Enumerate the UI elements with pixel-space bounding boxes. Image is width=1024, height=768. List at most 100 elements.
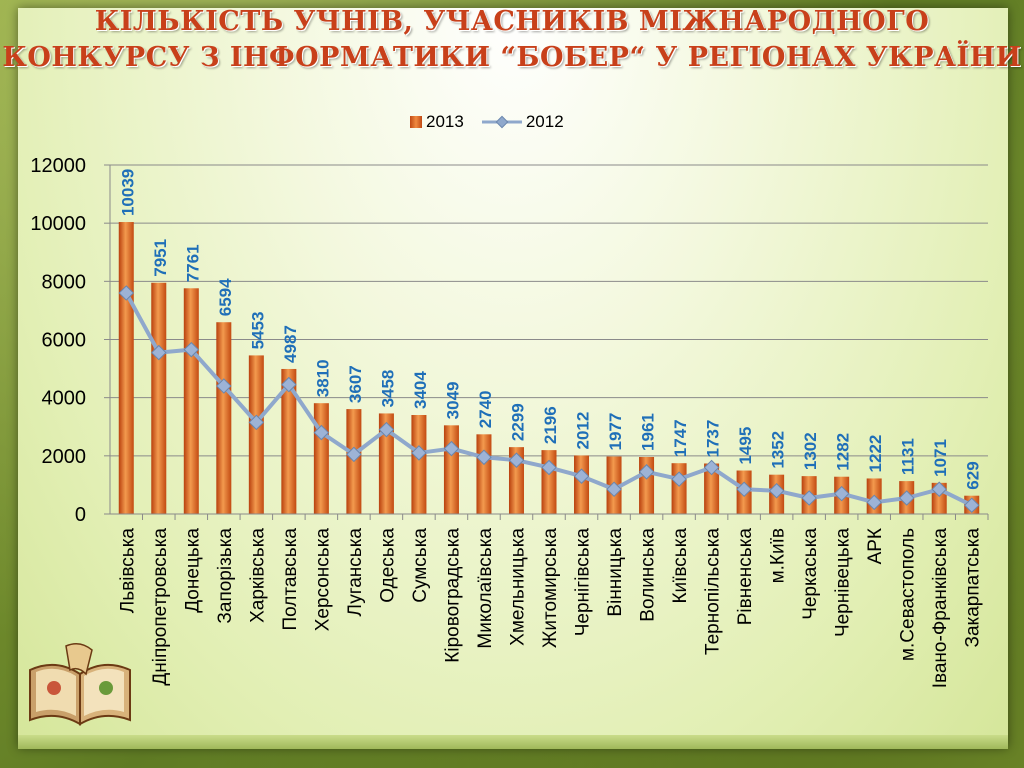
bar-value-label: 3049	[443, 381, 462, 419]
x-category-label: Хмельницька	[507, 528, 528, 646]
bar-2013	[151, 282, 167, 514]
x-category-label: АРК	[865, 528, 886, 564]
title-line-1: Кількість учнів, учасників міжнародного	[94, 6, 930, 37]
bar-value-label: 7951	[151, 239, 170, 277]
x-category-label: Львівська	[117, 528, 138, 614]
legend-label-2013: 2013	[426, 112, 464, 131]
legend-line-swatch	[481, 115, 522, 129]
x-category-label: Миколаївська	[475, 528, 496, 649]
line-2012-point	[476, 449, 492, 466]
line-2012-point	[541, 459, 557, 476]
x-category-label: Житомирська	[540, 528, 561, 649]
bar-value-label: 2012	[574, 412, 593, 450]
x-category-label: Херсонська	[312, 528, 333, 632]
bottom-bar	[18, 735, 1008, 749]
line-2012-point	[898, 490, 915, 506]
line-2012-point	[833, 485, 850, 502]
x-axis: Львівська Дніпропетровська Донецька Запоріз…	[110, 513, 989, 688]
x-category-label: Дніпропетровська	[150, 528, 171, 686]
x-category-label: Волинська	[638, 528, 659, 622]
bar-2013	[118, 222, 134, 514]
bar-2013	[281, 368, 297, 514]
x-category-label: Кіровоградська	[442, 528, 463, 663]
line-2012-point	[281, 376, 297, 393]
y-tick-label: 12000	[30, 155, 86, 177]
x-category-label: Харківська	[247, 528, 268, 623]
y-tick-label: 6000	[42, 330, 87, 352]
bar-value-label: 5453	[248, 312, 267, 350]
line-2012-point	[313, 424, 330, 441]
x-category-label: Запорізька	[215, 528, 236, 624]
bar-2013	[216, 322, 232, 514]
x-category-label: Київська	[670, 528, 691, 604]
bar-value-label: 4987	[281, 325, 300, 363]
x-category-label: Чернігівська	[573, 528, 594, 637]
line-2012-point	[606, 481, 622, 498]
y-tick-label: 2000	[42, 446, 87, 468]
bar-2013	[183, 288, 199, 514]
x-category-label: Закарпатська	[963, 528, 984, 648]
line-2012-point	[118, 285, 135, 301]
x-category-label: Чернівецька	[833, 528, 854, 637]
legend-bar-swatch	[410, 116, 422, 128]
bar-value-label: 1071	[931, 439, 950, 477]
bar-value-label: 2299	[508, 403, 527, 441]
chart-title: Кількість учнів, учасників міжнародного …	[0, 4, 1024, 76]
x-category-label: м.Київ	[768, 528, 789, 583]
bar-2013	[671, 463, 687, 514]
slide-panel	[18, 8, 1008, 748]
line-2012	[118, 285, 980, 514]
x-category-label: Донецька	[182, 528, 203, 613]
bar-value-label: 3607	[346, 365, 365, 403]
bar-2013	[378, 413, 394, 514]
line-2012-point	[703, 459, 720, 476]
x-category-label: Тернопільська	[703, 528, 724, 655]
bar-value-label: 3810	[313, 359, 332, 397]
x-category-label: Вінницька	[605, 528, 626, 617]
line-2012-point	[508, 452, 525, 468]
bar-value-label: 1737	[704, 420, 723, 458]
line-2012-point	[963, 497, 980, 514]
bar-value-label: 1747	[671, 419, 690, 457]
bar-2013	[248, 355, 264, 514]
line-2012-point	[411, 445, 427, 461]
line-2012-point	[346, 446, 362, 463]
bar-value-label: 2196	[541, 406, 560, 444]
x-category-label: Полтавська	[280, 528, 301, 631]
bar-value-label: 1977	[606, 413, 625, 451]
legend-label-2012: 2012	[525, 112, 564, 131]
line-2012-point	[183, 341, 200, 358]
bar-2013	[476, 434, 492, 514]
bar-value-label: 1222	[866, 435, 885, 473]
line-2012-point	[150, 344, 167, 361]
legend-item-2012: 2012	[481, 112, 564, 132]
line-2012-point	[736, 481, 752, 498]
x-category-label: Рівненська	[735, 528, 756, 626]
line-2012-point	[216, 378, 232, 394]
bar-value-label: 6594	[216, 278, 235, 316]
bar-value-label: 3404	[411, 371, 430, 409]
y-tick-label: 4000	[42, 388, 87, 410]
line-2012-point	[573, 468, 590, 484]
bar-2013	[411, 415, 427, 514]
bar-value-label: 1352	[769, 431, 788, 469]
line-2012-point	[768, 482, 785, 499]
line-2012-point	[671, 471, 687, 487]
line-2012-point	[866, 494, 882, 511]
bar-value-label: 7761	[183, 244, 202, 282]
line-2012-point	[248, 414, 265, 431]
bar-2013	[574, 455, 590, 514]
line-2012-point	[378, 421, 395, 438]
bar-2013	[313, 403, 329, 514]
x-category-label: Луганська	[345, 528, 366, 617]
bar-value-label: 1131	[899, 438, 918, 475]
y-tick-label: 10000	[30, 213, 86, 235]
line-2012-point	[931, 481, 948, 498]
legend: 2013 2012	[410, 110, 582, 134]
bar-value-label: 1961	[639, 413, 658, 451]
bar-value-label: 1495	[736, 427, 755, 465]
y-axis: 0 2000 4000 6000 8000 10000 12000	[30, 155, 111, 526]
line-2012-point	[801, 490, 817, 506]
title-line-2: конкурсу з інформатики “Бобер“ у регіона…	[2, 42, 1022, 73]
bar-value-label: 629	[964, 461, 983, 489]
